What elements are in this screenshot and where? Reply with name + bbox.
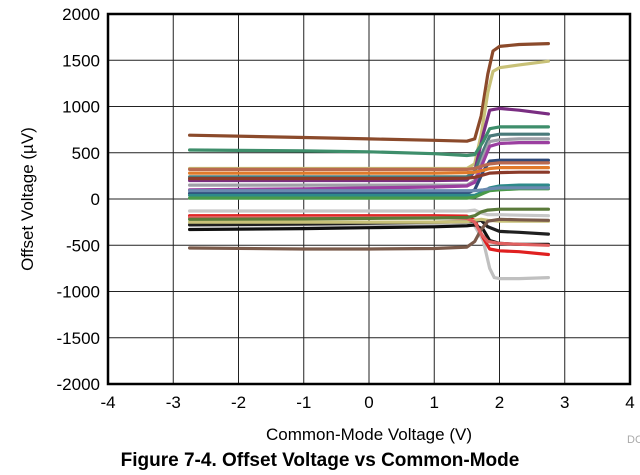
x-tick-label: 2: [495, 393, 504, 412]
plot-frame: [106, 12, 632, 386]
series-line: [188, 166, 550, 175]
document-id: DC: [627, 434, 640, 446]
y-tick-label: 2000: [62, 5, 100, 24]
x-tick-labels: -4 -3 -2 -1 0 1 2 3 4: [100, 393, 634, 412]
x-tick-label: 4: [625, 393, 634, 412]
series-line: [188, 217, 550, 224]
series-line: [188, 161, 550, 171]
y-tick-label: -2000: [57, 375, 100, 394]
x-tick-label: -3: [166, 393, 181, 412]
series-line: [188, 217, 550, 251]
y-tick-label: 0: [91, 190, 100, 209]
x-tick-label: -4: [100, 393, 115, 412]
x-tick-label: 1: [430, 393, 439, 412]
y-tick-labels: 2000 1500 1000 500 0 -500 -1000 -1500 -2000: [57, 5, 100, 394]
y-tick-label: -500: [66, 236, 100, 255]
series-line: [188, 207, 550, 221]
y-tick-label: -1500: [57, 329, 100, 348]
x-tick-label: -2: [231, 393, 246, 412]
series-line: [188, 141, 550, 192]
offset-voltage-chart: -4 -3 -2 -1 0 1 2 3 4 2000 1500 1000 500 0 -500 -1000 -…: [18, 5, 640, 446]
x-tick-label: 3: [560, 393, 569, 412]
series-line: [188, 125, 550, 158]
x-tick-label: 0: [364, 393, 373, 412]
x-tick-label: -1: [296, 393, 311, 412]
figure-caption: Figure 7-4. Offset Voltage vs Common-Mod…: [120, 450, 520, 471]
series-line: [188, 170, 550, 181]
series-line: [188, 208, 550, 218]
data-series: [188, 42, 550, 281]
series-line: [188, 42, 550, 143]
y-tick-label: 1500: [62, 51, 100, 70]
x-axis-label: Common-Mode Voltage (V): [266, 425, 472, 444]
y-tick-label: 500: [72, 144, 100, 163]
series-line: [188, 186, 550, 193]
y-tick-label: 1000: [62, 98, 100, 117]
y-axis-label: Offset Voltage (µV): [18, 127, 37, 271]
y-tick-label: -1000: [57, 283, 100, 302]
series-line: [188, 183, 550, 197]
